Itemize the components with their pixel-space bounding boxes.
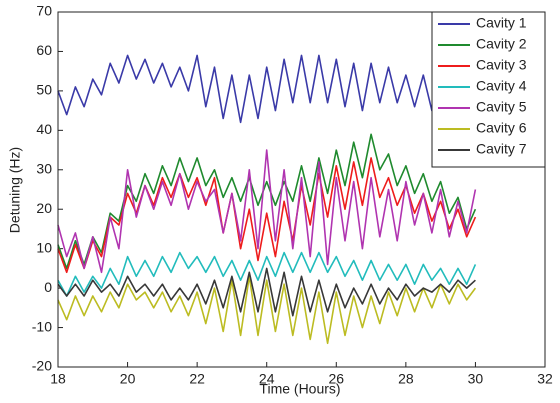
y-tick-label: 50 bbox=[36, 82, 52, 98]
x-tick-label: 20 bbox=[120, 371, 136, 387]
y-axis-label: Detuning (Hz) bbox=[7, 147, 23, 233]
x-tick-label: 28 bbox=[398, 371, 414, 387]
y-tick-label: -10 bbox=[32, 318, 52, 334]
y-tick-label: 60 bbox=[36, 42, 52, 58]
y-tick-label: -20 bbox=[32, 358, 52, 374]
legend-label: Cavity 5 bbox=[476, 99, 527, 115]
x-tick-label: 32 bbox=[537, 371, 553, 387]
y-tick-label: 70 bbox=[36, 3, 52, 19]
plot-frame bbox=[57, 11, 546, 368]
legend-label: Cavity 4 bbox=[476, 78, 527, 94]
series-line bbox=[57, 275, 477, 345]
x-tick-label: 22 bbox=[189, 371, 205, 387]
legend-label: Cavity 6 bbox=[476, 120, 527, 136]
x-axis-label: Time (Hours) bbox=[259, 381, 340, 397]
legend-label: Cavity 3 bbox=[476, 57, 527, 73]
series-line bbox=[57, 149, 477, 274]
x-tick-label: 26 bbox=[328, 371, 344, 387]
series-line bbox=[57, 267, 476, 317]
x-tick-label: 24 bbox=[259, 371, 275, 387]
y-tick-label: 20 bbox=[36, 200, 52, 216]
legend-label: Cavity 2 bbox=[476, 36, 527, 52]
x-tick-label: 18 bbox=[50, 371, 66, 387]
y-tick-label: 40 bbox=[36, 121, 52, 137]
series-line bbox=[57, 133, 477, 270]
y-tick-label: 30 bbox=[36, 160, 52, 176]
series-line bbox=[57, 54, 477, 124]
legend-box bbox=[431, 11, 546, 168]
y-tick-label: 10 bbox=[36, 239, 52, 255]
y-tick-label: 0 bbox=[44, 279, 52, 295]
x-tick-label: 30 bbox=[468, 371, 484, 387]
legend-label: Cavity 7 bbox=[476, 141, 527, 157]
series-line bbox=[57, 251, 477, 297]
legend-label: Cavity 1 bbox=[476, 15, 527, 31]
